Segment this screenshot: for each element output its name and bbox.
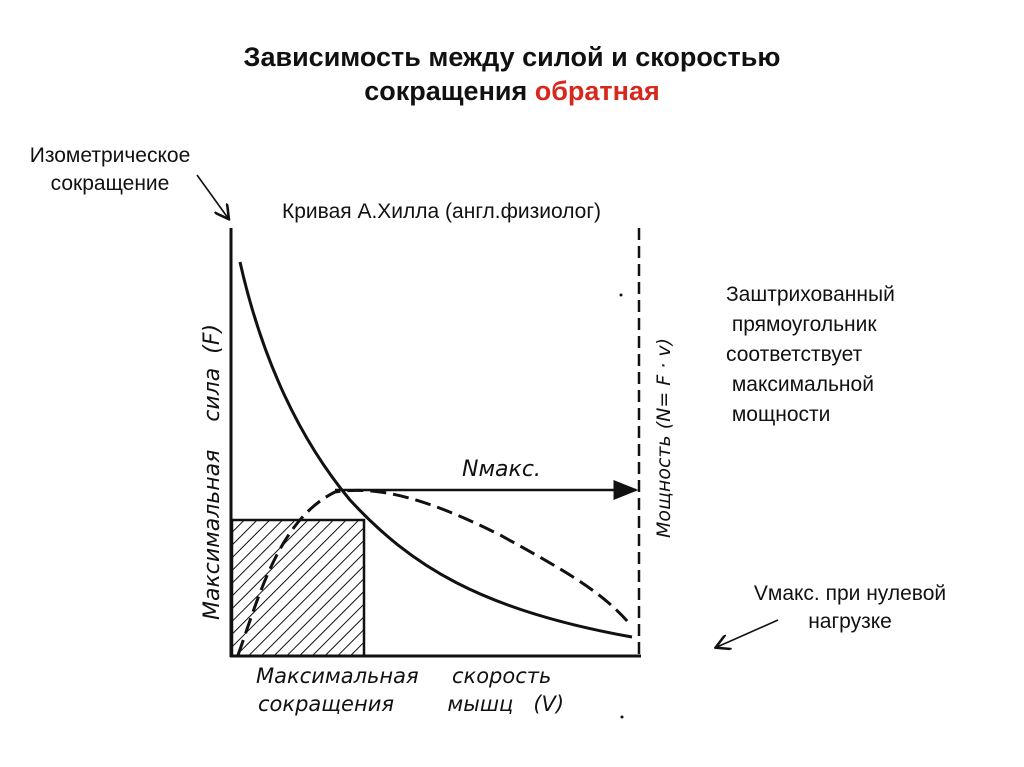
isometric-pointer-arrow — [196, 174, 228, 218]
shaded-note-line-5: мощности — [726, 403, 831, 426]
n-max-label: Nмакс. — [462, 457, 541, 482]
shaded-note-line-1: Заштрихованный — [726, 283, 895, 306]
title-line-2-prefix: сокращения — [364, 76, 535, 106]
vmax-annotation: Vмакс. при нулевой нагрузке — [730, 580, 970, 636]
stray-mark — [620, 715, 624, 719]
vmax-line-2: нагрузке — [808, 610, 892, 633]
title-line-1: Зависимость между силой и скоростью — [243, 42, 781, 72]
hill-curve-annotation: Кривая А.Хилла (англ.физиолог) — [282, 200, 602, 223]
shaded-rectangle-annotation: Заштрихованный прямоугольник соответству… — [726, 280, 895, 430]
max-power-rectangle — [230, 518, 366, 658]
isometric-annotation: Изометрическое сокращение — [10, 142, 210, 198]
stray-mark — [619, 293, 623, 297]
title-line-2: сокращения обратная — [0, 74, 1024, 108]
isometric-line-1: Изометрическое — [29, 144, 191, 167]
vmax-line-1: Vмакс. при нулевой — [753, 582, 947, 605]
force-axis-label: Максимальная сила (F) — [200, 324, 225, 620]
shaded-note-line-2: прямоугольник — [726, 313, 877, 336]
velocity-axis-label-line-2: сокращения мышц (V) — [258, 692, 564, 716]
power-axis-label: Мощность (N= F · v) — [653, 338, 675, 538]
slide-title: Зависимость между силой и скоростью сокр… — [0, 40, 1024, 108]
power-curve — [236, 488, 630, 656]
velocity-axis-label-line-1: Максимальная скорость — [256, 664, 551, 688]
hill-curve — [238, 261, 633, 639]
isometric-line-2: сокращение — [50, 172, 170, 195]
shaded-note-line-3: соответствует — [726, 343, 863, 366]
vmax-pointer-arrow — [717, 619, 779, 647]
title-accent-word: обратная — [534, 76, 660, 106]
shaded-note-line-4: максимальной — [726, 373, 874, 396]
